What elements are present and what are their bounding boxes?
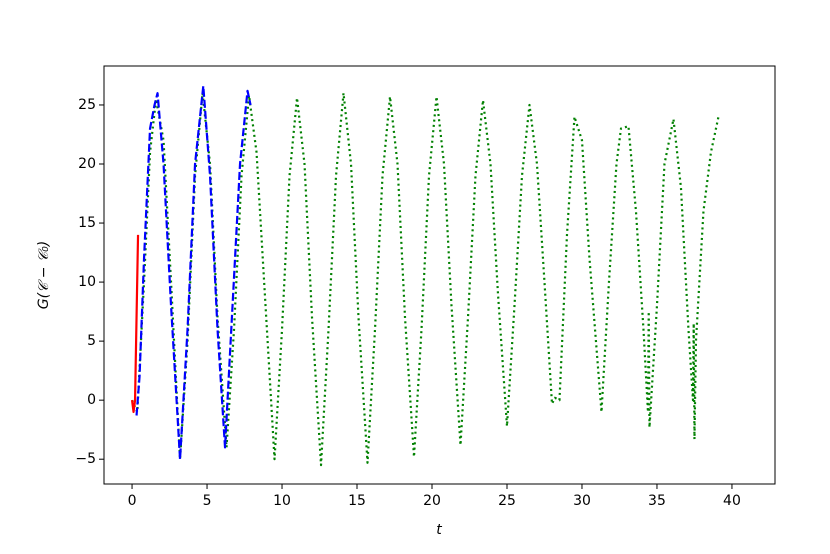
y-tick-label: 0 xyxy=(87,392,96,408)
y-tick-label: 15 xyxy=(78,215,96,231)
x-tick-label: 15 xyxy=(348,493,366,509)
x-tick-label: 0 xyxy=(128,493,137,509)
x-axis-label: t xyxy=(436,522,442,538)
plot-frame xyxy=(103,65,776,485)
y-tick-label: 10 xyxy=(78,274,96,290)
x-tick-label: 5 xyxy=(203,493,212,509)
x-tick-label: 30 xyxy=(573,493,591,509)
series-line xyxy=(131,92,720,467)
x-tick-label: 10 xyxy=(273,493,291,509)
series-line xyxy=(135,84,252,461)
y-tick-label: 5 xyxy=(87,333,96,349)
x-tick-label: 35 xyxy=(648,493,666,509)
y-tick-label: 25 xyxy=(78,97,96,113)
y-tick-label: −5 xyxy=(75,451,96,467)
series-line xyxy=(130,234,140,414)
x-tick-label: 40 xyxy=(723,493,741,509)
x-tick-label: 25 xyxy=(498,493,516,509)
y-axis-label: G(𝒞 − 𝒞₀) xyxy=(36,241,52,309)
y-tick-label: 20 xyxy=(78,156,96,172)
x-tick-label: 20 xyxy=(423,493,441,509)
